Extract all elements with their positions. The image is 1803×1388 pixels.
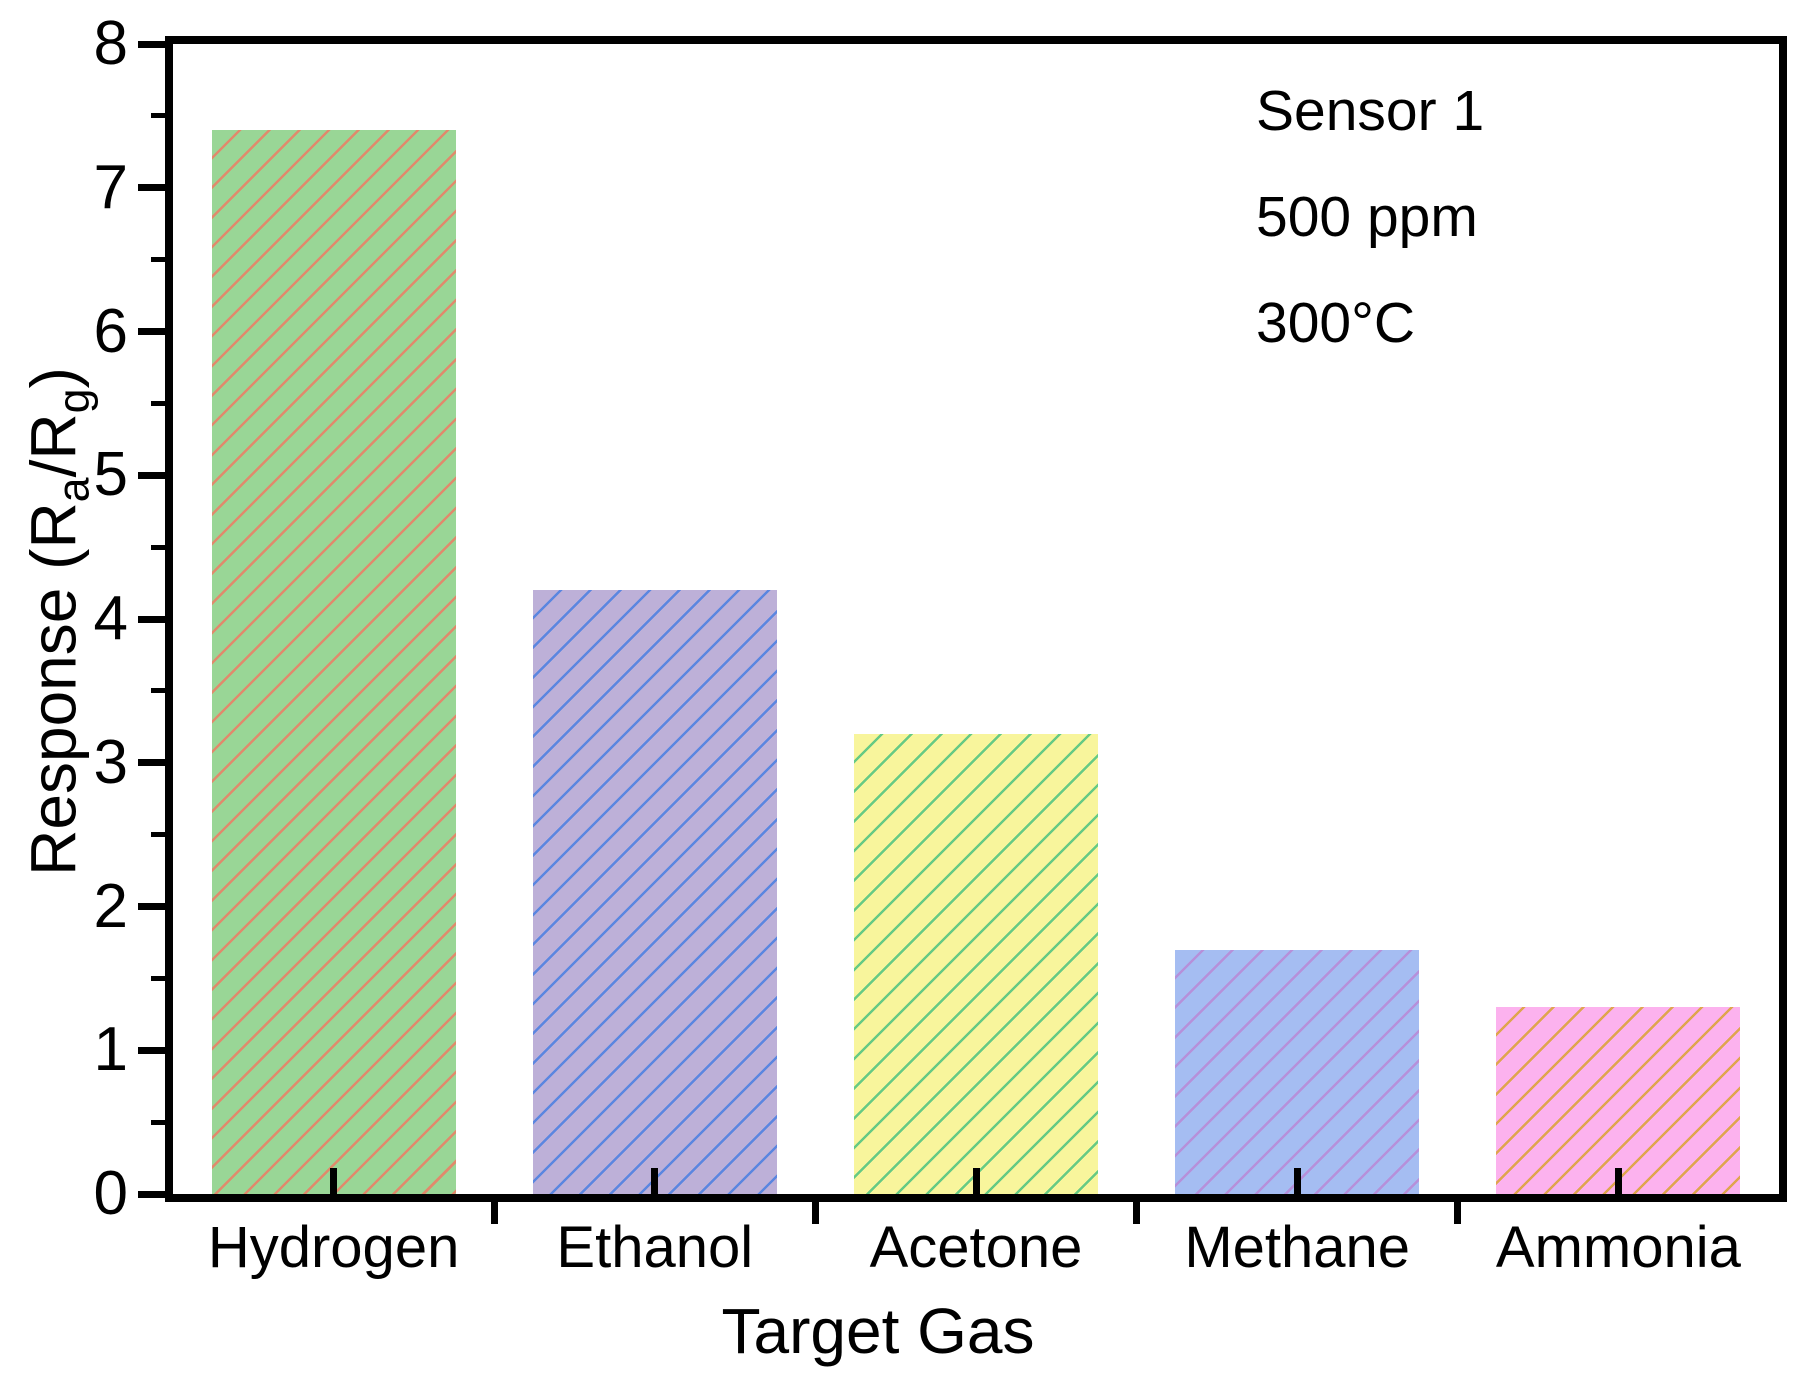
x-axis-title: Target Gas (721, 1295, 1035, 1367)
x-category-label: Hydrogen (207, 1215, 460, 1280)
x-category-label: Ethanol (556, 1215, 754, 1280)
y-axis-minor-tick (151, 688, 165, 694)
y-axis-title-text: Response (R (17, 502, 90, 876)
x-axis-center-tick (330, 1168, 338, 1194)
y-axis-major-tick (138, 471, 165, 479)
annotation-box: Sensor 1 500 ppm 300°C (1256, 58, 1484, 376)
y-axis-minor-tick (151, 832, 165, 838)
x-category-label: Ammonia (1495, 1215, 1741, 1280)
y-tick-label: 8 (93, 9, 128, 78)
x-axis-boundary-tick (1133, 1202, 1141, 1224)
x-axis-boundary-tick (811, 1202, 819, 1224)
y-axis-minor-tick (151, 544, 165, 550)
y-axis-major-tick (138, 40, 165, 48)
x-axis-boundary-tick (490, 1202, 498, 1224)
y-axis-major-tick (138, 759, 165, 767)
y-tick-label: 4 (93, 584, 128, 653)
x-axis-center-tick (1614, 1168, 1622, 1194)
annotation-line-temperature: 300°C (1256, 291, 1416, 355)
y-axis-minor-tick (151, 975, 165, 981)
y-axis-major-tick (138, 1190, 165, 1198)
x-category-label: Methane (1184, 1215, 1411, 1280)
bar-methane (1175, 949, 1420, 1194)
y-axis-title-subscript: g (48, 388, 99, 414)
y-tick-label: 2 (93, 871, 128, 941)
x-axis-center-tick (651, 1168, 659, 1194)
y-axis-minor-tick (151, 257, 165, 263)
y-tick-label: 1 (93, 1015, 128, 1085)
y-axis-major-tick (138, 615, 165, 623)
y-tick-label: 7 (93, 152, 128, 222)
x-axis-center-tick (1293, 1168, 1301, 1194)
y-axis-minor-tick (151, 400, 165, 406)
annotation-line-sensor: Sensor 1 (1256, 79, 1485, 143)
x-axis-boundary-tick (1454, 1202, 1462, 1224)
x-axis-center-tick (972, 1168, 980, 1194)
y-axis-major-tick (138, 184, 165, 192)
y-axis-major-tick (138, 328, 165, 335)
x-category-label: Acetone (869, 1215, 1083, 1280)
plot-area (165, 36, 1787, 1202)
bar-ammonia (1496, 1007, 1741, 1194)
bar-acetone (854, 734, 1098, 1194)
bar-ethanol (532, 590, 777, 1194)
y-axis-minor-tick (151, 113, 165, 119)
y-tick-label: 5 (93, 440, 128, 510)
bar-hydrogen (211, 130, 456, 1194)
annotation-line-concentration: 500 ppm (1256, 185, 1478, 249)
y-tick-label: 6 (93, 296, 128, 366)
y-axis-major-tick (138, 903, 165, 910)
y-axis-minor-tick (151, 1119, 165, 1125)
y-axis-major-tick (138, 1046, 165, 1054)
y-tick-label: 0 (93, 1159, 128, 1228)
y-axis-title-text: ) (17, 367, 90, 389)
y-tick-label: 3 (93, 727, 128, 797)
